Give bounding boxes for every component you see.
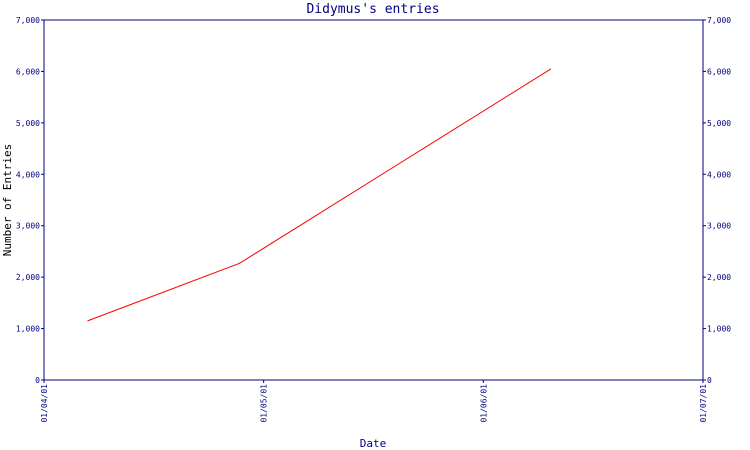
y-tick-label-right: 4,000 bbox=[707, 170, 731, 179]
y-axis-label: Number of Entries bbox=[1, 144, 14, 257]
x-ticks: 01/04/01 01/05/01 01/06/01 01/07/01 bbox=[40, 380, 708, 423]
y-tick-label-left: 2,000 bbox=[16, 273, 40, 282]
y-tick-label-right: 2,000 bbox=[707, 273, 731, 282]
y-tick-label-right: 0 bbox=[707, 376, 712, 385]
y-tick-label-left: 4,000 bbox=[16, 170, 40, 179]
x-axis-label: Date bbox=[360, 437, 387, 450]
x-tick-label: 01/05/01 bbox=[260, 384, 269, 423]
series-line bbox=[87, 68, 552, 322]
chart-title: Didymus's entries bbox=[306, 2, 439, 17]
y-tick-label-left: 0 bbox=[35, 376, 40, 385]
x-tick-label: 01/07/01 bbox=[699, 384, 708, 423]
x-tick-label: 01/04/01 bbox=[40, 384, 49, 423]
y-tick-label-left: 7,000 bbox=[16, 16, 40, 25]
y-tick-label-left: 6,000 bbox=[16, 67, 40, 76]
y-tick-label-right: 5,000 bbox=[707, 119, 731, 128]
x-tick-label: 01/06/01 bbox=[479, 384, 488, 423]
plot-frame bbox=[43, 19, 704, 381]
y-ticks-right: 0 1,000 2,000 3,000 4,000 5,000 6,000 7,000 bbox=[703, 16, 731, 385]
y-tick-label-right: 1,000 bbox=[707, 325, 731, 334]
y-tick-label-left: 5,000 bbox=[16, 119, 40, 128]
y-tick-label-right: 3,000 bbox=[707, 222, 731, 231]
y-ticks-left: 0 1,000 2,000 3,000 4,000 5,000 6,000 7,000 bbox=[16, 16, 44, 385]
y-tick-label-right: 7,000 bbox=[707, 16, 731, 25]
y-tick-label-right: 6,000 bbox=[707, 67, 731, 76]
y-tick-label-left: 1,000 bbox=[16, 325, 40, 334]
series-group bbox=[87, 68, 552, 322]
y-tick-label-left: 3,000 bbox=[16, 222, 40, 231]
